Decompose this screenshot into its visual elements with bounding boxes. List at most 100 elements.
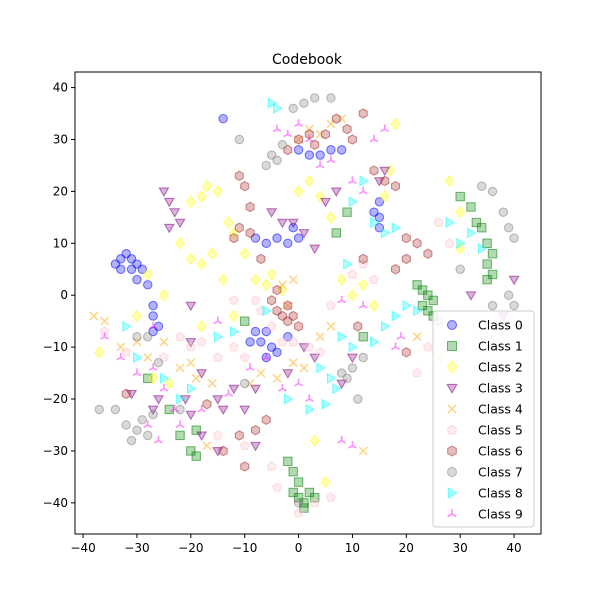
data-point xyxy=(277,139,288,150)
data-point xyxy=(294,134,304,145)
data-point xyxy=(272,347,282,358)
data-point xyxy=(277,336,288,347)
data-point xyxy=(305,403,316,415)
data-point xyxy=(187,383,197,395)
data-point xyxy=(174,218,186,229)
data-point xyxy=(299,98,309,108)
data-point xyxy=(304,150,315,160)
data-point xyxy=(315,190,326,203)
legend-item-class-1: Class 1 xyxy=(447,339,523,354)
data-point xyxy=(283,129,293,138)
data-point xyxy=(455,264,465,274)
data-point xyxy=(369,274,379,284)
data-point xyxy=(444,238,455,248)
x-tick-label: 20 xyxy=(399,541,414,555)
data-point xyxy=(498,207,508,217)
legend-label: Class 5 xyxy=(478,423,523,438)
data-point xyxy=(332,383,342,395)
x-tick-label: 0 xyxy=(295,541,303,555)
data-point xyxy=(137,264,148,274)
data-point xyxy=(347,134,357,145)
legend-box xyxy=(432,310,535,528)
data-point xyxy=(148,371,159,385)
data-point xyxy=(299,498,309,508)
data-point xyxy=(347,269,358,279)
data-point xyxy=(477,181,487,191)
data-point xyxy=(336,273,347,286)
data-point xyxy=(137,415,148,425)
data-point xyxy=(132,337,142,347)
data-point xyxy=(358,108,368,119)
data-point xyxy=(262,305,272,317)
legend-item-class-3: Class 3 xyxy=(446,381,523,396)
data-point xyxy=(261,278,272,292)
data-point xyxy=(234,222,244,233)
data-point xyxy=(276,218,288,229)
legend-label: Class 9 xyxy=(478,507,523,522)
data-point xyxy=(294,378,304,387)
data-point xyxy=(412,367,423,378)
data-point xyxy=(315,160,325,169)
y-tick-label: 0 xyxy=(60,288,68,302)
data-point xyxy=(293,498,304,508)
data-point xyxy=(428,295,438,306)
data-point xyxy=(191,451,201,461)
data-point xyxy=(212,447,224,457)
data-point xyxy=(304,174,315,188)
data-point xyxy=(379,190,390,203)
data-point xyxy=(293,233,304,243)
data-point xyxy=(164,377,175,390)
data-point xyxy=(250,441,261,452)
data-point xyxy=(413,305,423,317)
data-point xyxy=(380,175,390,187)
data-point xyxy=(304,129,314,140)
data-point xyxy=(164,404,174,415)
data-point xyxy=(336,379,348,390)
data-point xyxy=(267,97,278,109)
data-point xyxy=(160,372,170,384)
data-point xyxy=(380,320,391,332)
chart-title: Codebook xyxy=(272,52,343,68)
data-point xyxy=(89,311,99,321)
data-point xyxy=(191,425,201,435)
data-point xyxy=(250,273,261,286)
data-point xyxy=(347,441,357,449)
data-point xyxy=(250,295,261,305)
data-point xyxy=(380,227,391,239)
data-point xyxy=(121,347,132,357)
data-point xyxy=(423,306,433,316)
data-point xyxy=(212,430,223,440)
data-point xyxy=(196,257,207,271)
data-point xyxy=(385,164,396,177)
data-point xyxy=(482,274,492,285)
series-class-6 xyxy=(121,108,433,472)
data-point xyxy=(304,394,314,402)
data-point xyxy=(234,170,244,181)
data-point xyxy=(369,134,379,143)
data-point xyxy=(315,332,325,342)
data-point xyxy=(143,420,153,428)
data-point xyxy=(131,309,142,323)
data-point xyxy=(126,390,138,400)
data-point xyxy=(277,383,287,392)
data-point xyxy=(143,352,153,363)
legend-marker xyxy=(447,467,457,477)
data-point xyxy=(132,425,142,435)
y-tick-label: 10 xyxy=(53,236,68,250)
data-point xyxy=(283,456,293,467)
data-point xyxy=(455,205,466,219)
data-point xyxy=(444,174,455,188)
data-point xyxy=(283,332,293,342)
data-point xyxy=(261,352,271,363)
data-point xyxy=(477,223,487,233)
x-tick-label: 10 xyxy=(345,541,360,555)
data-point xyxy=(326,155,336,164)
data-point xyxy=(327,372,337,384)
legend: Class 0 Class 1 Class 2 Class 3 Class 4 Class… xyxy=(432,310,535,528)
data-point xyxy=(176,393,186,405)
data-point xyxy=(423,290,433,300)
data-point xyxy=(293,507,304,518)
data-point xyxy=(153,357,164,368)
data-point xyxy=(412,238,422,249)
data-point xyxy=(288,358,298,368)
